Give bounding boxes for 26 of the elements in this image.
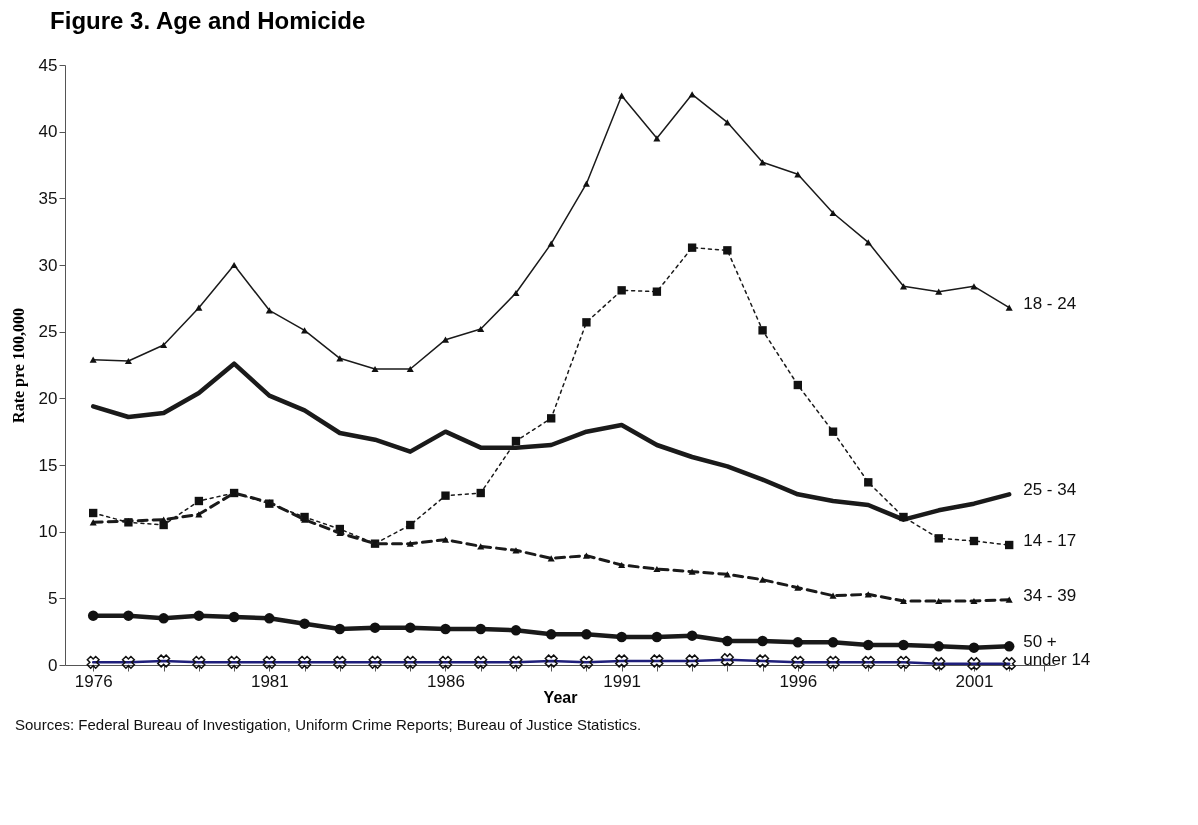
y-tick-label: 35 (38, 188, 58, 208)
y-tick-label: 45 (38, 55, 58, 75)
x-tick-label: 1976 (74, 671, 113, 691)
y-tick-label: 25 (38, 322, 58, 342)
x-tick-label: 1991 (603, 671, 642, 691)
series-label: 50 + (1023, 632, 1057, 652)
series-label: 34 - 39 (1023, 585, 1077, 605)
y-tick-label: 15 (38, 455, 58, 475)
y-axis-title: Rate pre 100,000 (9, 308, 28, 423)
chart-title: Figure 3. Age and Homicide (50, 7, 366, 34)
source-note: Sources: Federal Bureau of Investigation, Uniform Crime Reports; Bureau of Justice Statistics. (15, 716, 642, 733)
y-tick-label: 20 (38, 388, 58, 408)
series-label: under 14 (1023, 649, 1091, 669)
y-tick-label: 5 (48, 588, 58, 608)
x-tick-label: 2001 (955, 671, 994, 691)
y-tick-label: 40 (38, 122, 58, 142)
series-label: 14 - 17 (1023, 531, 1077, 550)
x-tick-label: 1981 (250, 671, 289, 691)
x-axis-title: Year (543, 688, 578, 706)
x-tick-label: 1986 (427, 671, 465, 691)
y-tick-label: 0 (48, 655, 58, 675)
y-tick-label: 10 (38, 522, 58, 542)
series-label: 18 - 24 (1023, 293, 1077, 313)
y-tick-label: 30 (38, 255, 58, 275)
series-label: 25 - 34 (1023, 480, 1077, 500)
x-tick-label: 1996 (779, 671, 818, 691)
